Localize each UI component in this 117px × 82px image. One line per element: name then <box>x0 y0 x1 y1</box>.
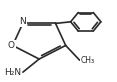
Text: O: O <box>8 41 15 50</box>
Text: N: N <box>19 17 26 26</box>
Text: H₂N: H₂N <box>5 68 22 77</box>
Text: CH₃: CH₃ <box>81 56 95 65</box>
